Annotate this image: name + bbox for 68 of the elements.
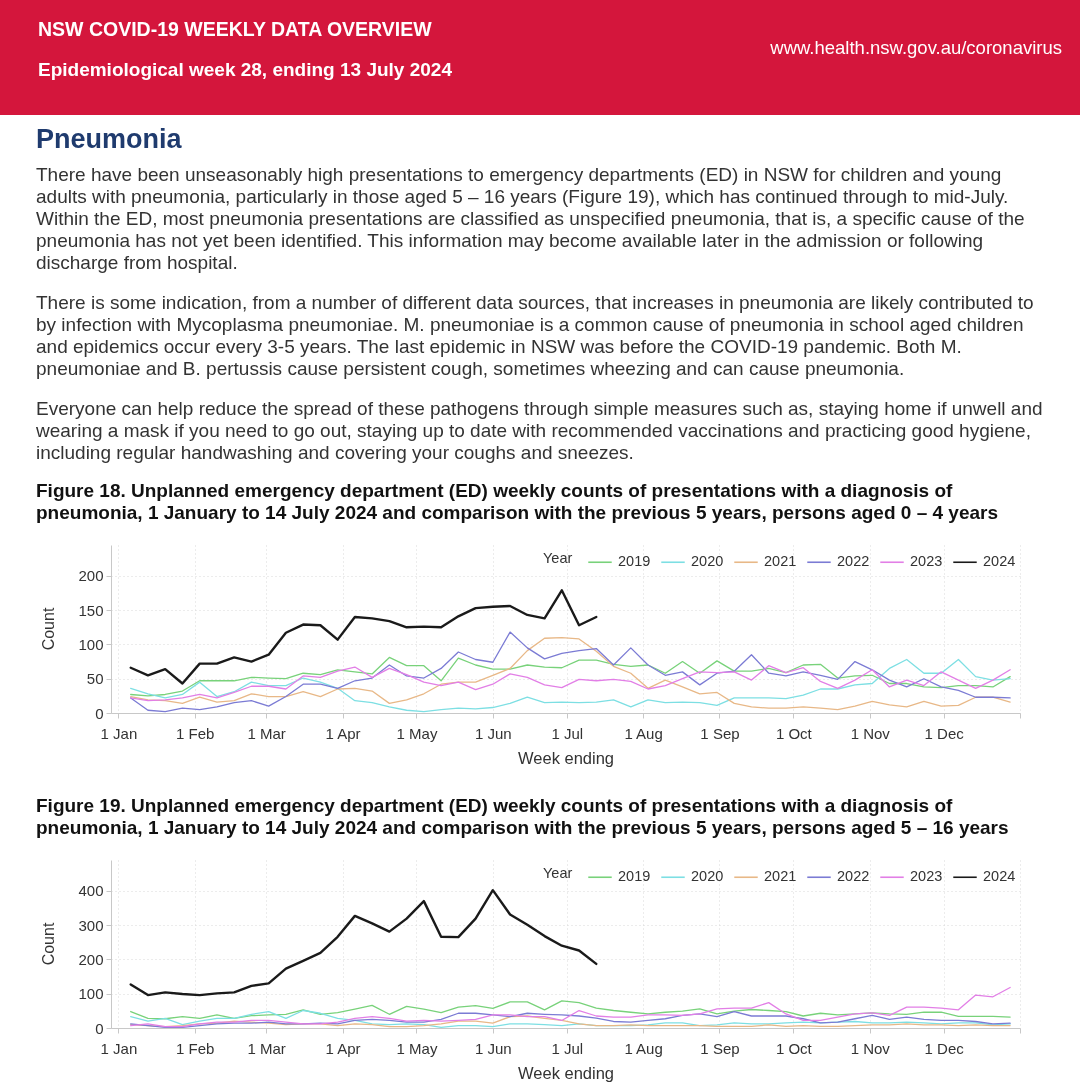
- text: NSW COVID-19 WEEKLY DATA OVERVIEW: [38, 18, 433, 40]
- y-tick-label: 0: [95, 1019, 104, 1037]
- x-tick-label: 1 Jun: [474, 1039, 512, 1057]
- line-series: [129, 589, 598, 685]
- text: Pneumonia: [36, 123, 183, 154]
- x-tick-label: 1 Oct: [775, 724, 813, 742]
- legend-label: 2023: [910, 868, 943, 885]
- line-series: [130, 658, 1011, 713]
- line-series: [130, 1000, 1011, 1020]
- y-tick-label: 100: [78, 985, 104, 1003]
- x-tick-label: 1 Dec: [924, 1039, 965, 1057]
- line-series: [130, 986, 1011, 1028]
- x-tick-label: 1 Dec: [924, 724, 965, 742]
- y-axis-title: Count: [40, 607, 57, 651]
- x-tick-label: 1 Feb: [176, 1039, 215, 1057]
- legend-label: 2020: [691, 553, 724, 570]
- x-axis-title: Week ending: [517, 748, 615, 767]
- x-axis-title: Week ending: [517, 1063, 615, 1082]
- legend-label: 2019: [618, 553, 651, 570]
- chart-title: Figure 19. Unplanned emergency department (ED) weekly counts of presentations with a diagnosis of pneumonia, 1 January to 14 July 2024 and comparison with the previous 5 years, persons aged 5 – 16 years: [36, 795, 1009, 838]
- x-tick-label: 1 Aug: [624, 1039, 663, 1057]
- text: www.health.nsw.gov.au/coronavirus: [769, 37, 1062, 58]
- y-tick-label: 200: [78, 950, 104, 968]
- line-series: [130, 665, 1011, 702]
- x-tick-label: 1 Feb: [176, 724, 215, 742]
- y-tick-label: 400: [78, 882, 104, 900]
- x-tick-label: 1 Jun: [474, 724, 512, 742]
- y-tick-label: 300: [78, 916, 104, 934]
- legend-title: Year: [543, 865, 573, 881]
- x-tick-label: 1 Sep: [700, 1039, 740, 1057]
- x-tick-label: 1 Apr: [325, 1039, 361, 1057]
- text: Everyone can help reduce the spread of these pathogens through simple measures such as, staying home if unwell and wearing a mask if you need to go out, staying up to date with recommended vaccinations and practicing good hygiene, including regular handwashing and covering your coughs and sneezes.: [35, 398, 1043, 463]
- line-series: [129, 888, 598, 997]
- y-tick-label: 50: [86, 670, 104, 688]
- x-tick-label: 1 Mar: [247, 724, 286, 742]
- x-tick-label: 1 Oct: [775, 1039, 813, 1057]
- legend-label: 2023: [910, 553, 943, 570]
- legend-label: 2024: [983, 868, 1016, 885]
- line-series: [130, 656, 1011, 697]
- y-tick-label: 100: [78, 635, 104, 653]
- y-axis-title: Count: [40, 922, 57, 966]
- x-tick-label: 1 Sep: [700, 724, 740, 742]
- x-tick-label: 1 Mar: [247, 1039, 286, 1057]
- y-tick-label: 150: [78, 601, 104, 619]
- legend-label: 2020: [691, 868, 724, 885]
- x-tick-label: 1 May: [396, 1039, 438, 1057]
- x-tick-label: 1 Jul: [551, 1039, 584, 1057]
- legend-label: 2024: [983, 553, 1016, 570]
- x-tick-label: 1 Nov: [850, 1039, 891, 1057]
- x-tick-label: 1 Nov: [850, 724, 891, 742]
- text: There is some indication, from a number of different data sources, that increases in pneumonia are likely contributed to by infection with Mycoplasma pneumoniae. M. pneumoniae is a common cause of pneumonia in school aged children and epidemics occur every 3-5 years. The last epidemic in NSW was before the COVID-19 pandemic. Both M. pneumoniae and B. pertussis cause persistent cough, sometimes wheezing and can cause pneumonia.: [36, 292, 1034, 379]
- x-tick-label: 1 Jan: [100, 1039, 138, 1057]
- y-tick-label: 0: [95, 704, 104, 722]
- text: Epidemiological week 28, ending 13 July 2024: [38, 59, 453, 80]
- legend-title: Year: [543, 550, 573, 566]
- text: There have been unseasonably high presentations to emergency departments (ED) in NSW for children and young adults with pneumonia, particularly in those aged 5 – 16 years (Figure 19), which has continued through to mid-July. Within the ED, most pneumonia presentations are classified as unspecified pneumonia, that is, a specific cause of the pneumonia has not yet been identified. This information may become available later in the admission or following discharge from hospital.: [36, 164, 1025, 273]
- legend-label: 2019: [618, 868, 651, 885]
- x-tick-label: 1 Jan: [100, 724, 138, 742]
- legend-label: 2022: [837, 868, 870, 885]
- x-tick-label: 1 May: [396, 724, 438, 742]
- x-tick-label: 1 Jul: [551, 724, 584, 742]
- legend-label: 2021: [764, 553, 797, 570]
- x-tick-label: 1 Aug: [624, 724, 663, 742]
- y-tick-label: 200: [78, 567, 104, 585]
- x-tick-label: 1 Apr: [325, 724, 361, 742]
- legend-label: 2022: [837, 553, 870, 570]
- chart-title: Figure 18. Unplanned emergency department (ED) weekly counts of presentations with a diagnosis of pneumonia, 1 January to 14 July 2024 and comparison with the previous 5 years, persons aged 0 – 4 years: [36, 480, 998, 523]
- legend-label: 2021: [764, 868, 797, 885]
